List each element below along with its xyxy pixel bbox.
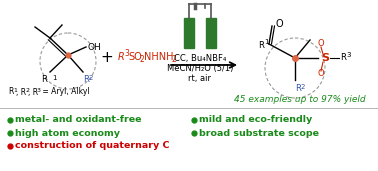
Text: 2: 2 [140, 55, 145, 63]
Text: , R: , R [28, 88, 38, 96]
Text: metal- and oxidant-free: metal- and oxidant-free [15, 115, 141, 124]
Text: NHNH: NHNH [144, 52, 174, 62]
Text: 3: 3 [37, 88, 41, 93]
Text: high atom economy: high atom economy [15, 128, 120, 137]
Text: R: R [8, 88, 13, 96]
Text: R: R [340, 54, 346, 62]
Text: R: R [83, 75, 89, 84]
Text: 1: 1 [13, 88, 17, 93]
Text: OH: OH [87, 43, 101, 51]
Text: CC, Bu₄NBF₄: CC, Bu₄NBF₄ [174, 54, 226, 62]
Text: 1: 1 [265, 39, 269, 45]
Text: 1: 1 [53, 75, 57, 81]
Text: O: O [318, 69, 324, 78]
Bar [184, 18, 194, 48]
Text: , R: , R [16, 88, 26, 96]
Text: mild and eco-friendly: mild and eco-friendly [199, 115, 312, 124]
Text: 3: 3 [346, 52, 350, 58]
Text: O: O [276, 19, 284, 29]
Text: R: R [118, 52, 125, 62]
Text: R: R [258, 42, 264, 50]
Text: R: R [41, 75, 47, 84]
Text: rt, air: rt, air [189, 74, 212, 82]
Text: = Aryl, Alkyl: = Aryl, Alkyl [40, 88, 90, 96]
Text: broad substrate scope: broad substrate scope [199, 128, 319, 137]
Text: 45 examples up to 97% yield: 45 examples up to 97% yield [234, 95, 366, 104]
Text: 2: 2 [25, 88, 29, 93]
Text: MeCN/H₂O (5/1): MeCN/H₂O (5/1) [167, 63, 233, 73]
Text: 2: 2 [301, 84, 305, 90]
Text: 2: 2 [171, 55, 176, 63]
Text: 3: 3 [124, 49, 129, 58]
Text: S: S [321, 53, 329, 63]
Bar [206, 18, 216, 48]
Text: construction of quaternary C: construction of quaternary C [15, 141, 169, 150]
Text: +: + [101, 49, 113, 64]
Text: O: O [318, 40, 324, 49]
Text: SO: SO [128, 52, 142, 62]
Text: R: R [295, 84, 301, 93]
Text: 2: 2 [89, 75, 93, 81]
